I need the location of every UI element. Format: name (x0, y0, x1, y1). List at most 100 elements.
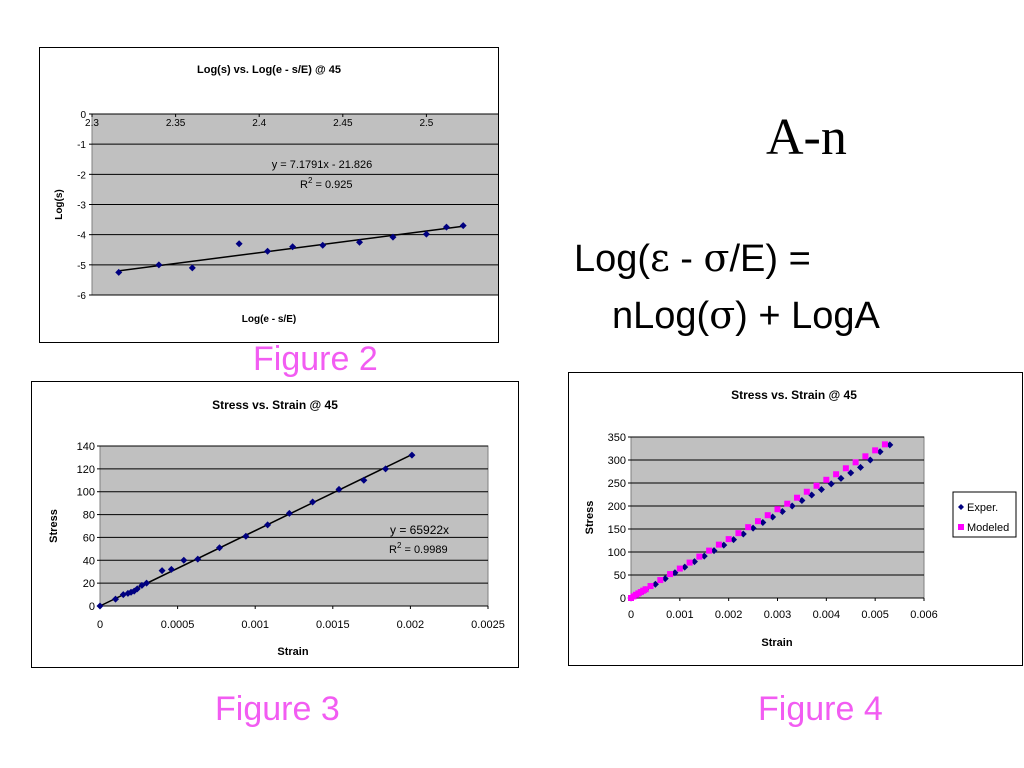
legend-exper-marker (958, 504, 964, 510)
modeled-data-point (803, 488, 810, 495)
exper-data-point (817, 485, 825, 493)
exper-data-point (749, 524, 757, 532)
x-tick-label: 0.004 (813, 609, 841, 621)
exper-data-point (886, 441, 894, 449)
y-tick-label: 0 (80, 110, 86, 121)
data-point (155, 261, 163, 269)
modeled-data-point (725, 536, 732, 543)
legend-modeled-marker (958, 524, 964, 530)
equation-line-1-prefix: Log( (574, 238, 651, 280)
y-tick-label: 140 (77, 441, 95, 453)
x-tick-label: 0 (97, 619, 103, 631)
trendline (99, 453, 413, 607)
modeled-data-point (823, 476, 830, 483)
x-axis-label: Strain (761, 637, 792, 649)
data-point (289, 243, 297, 251)
y-tick-label: -4 (77, 231, 86, 242)
y-tick-label: -2 (77, 170, 86, 181)
data-point (127, 588, 135, 596)
x-axis-label: Log(e - s/E) (242, 314, 296, 325)
y-tick-label: 250 (608, 478, 626, 490)
exper-data-point (857, 463, 865, 471)
modeled-data-point (657, 577, 664, 584)
data-point (408, 451, 416, 459)
data-point (242, 532, 250, 540)
trendline-equation: y = 7.1791x - 21.826 (272, 159, 373, 171)
x-tick-label: 0.002 (397, 619, 425, 631)
equation-line-1: Log(ε - σ/E) = (574, 236, 811, 281)
data-point (235, 240, 243, 248)
modeled-data-point (647, 583, 654, 590)
modeled-data-point (715, 541, 722, 548)
chart-figure-2-svg: 0-1-2-3-4-5-62.32.352.42.452.52.55Log(s)… (54, 64, 498, 325)
exper-data-point (690, 558, 698, 566)
data-point (335, 485, 343, 493)
data-point (264, 247, 272, 255)
modeled-data-point (676, 565, 683, 572)
data-point (180, 556, 188, 564)
data-point (422, 230, 430, 238)
y-axis-label: Stress (584, 501, 596, 535)
x-tick-label: 0.005 (861, 609, 889, 621)
exper-data-point (710, 547, 718, 555)
data-point (356, 238, 364, 246)
exper-data-point (827, 480, 835, 488)
data-point (264, 521, 272, 529)
y-tick-label: 80 (83, 510, 95, 522)
x-axis-label: Strain (277, 646, 308, 658)
data-point (309, 498, 317, 506)
y-tick-label: -6 (77, 291, 86, 302)
exper-data-point (730, 536, 738, 544)
chart-title: Log(s) vs. Log(e - s/E) @ 45 (197, 64, 341, 76)
chart-title: Stress vs. Strain @ 45 (212, 398, 338, 412)
exper-data-point (808, 491, 816, 499)
modeled-data-point (833, 471, 840, 478)
exper-data-point (700, 552, 708, 560)
equation-line-2-suffix: ) + LogA (735, 295, 880, 337)
exper-data-point (788, 502, 796, 510)
modeled-data-point (794, 494, 801, 501)
x-tick-label: 0.0005 (161, 619, 195, 631)
modeled-data-point (696, 553, 703, 560)
x-tick-label: 0.0025 (471, 619, 505, 631)
legend-modeled-label: Modeled (967, 522, 1009, 534)
y-tick-label: 20 (83, 578, 95, 590)
exper-data-point (759, 519, 767, 527)
data-point (285, 509, 293, 517)
y-tick-label: 100 (608, 547, 626, 559)
data-point (158, 567, 166, 575)
exper-data-point (681, 563, 689, 571)
x-tick-label: 0.001 (666, 609, 694, 621)
data-point (319, 241, 327, 249)
trendline-equation: y = 65922x (390, 523, 449, 537)
data-point (130, 587, 138, 595)
y-tick-label: 150 (608, 524, 626, 536)
data-point (112, 595, 120, 603)
data-point (459, 222, 467, 230)
y-tick-label: 100 (77, 487, 95, 499)
chart-figure-4: 0 50 100 150 200 250 300 350 0 0.001 0.002 0.003 0.0… (568, 372, 1023, 666)
modeled-data-point (852, 459, 859, 466)
x-tick-label: 2.35 (166, 118, 186, 129)
chart-figure-4-svg: 0 50 100 150 200 250 300 350 0 0.001 0.002 0.003 0.0… (584, 388, 1017, 649)
chart-figure-2: 0-1-2-3-4-5-62.32.352.42.452.52.55Log(s)… (39, 47, 499, 343)
x-tick-label: 0.006 (910, 609, 938, 621)
figure-4-caption: Figure 4 (758, 690, 883, 728)
y-axis-label: Log(s) (54, 189, 65, 220)
equation-line-2: nLog(σ) + LogA (612, 293, 880, 338)
x-tick-label: 0 (628, 609, 634, 621)
modeled-data-point (784, 500, 791, 507)
modeled-data-point (686, 559, 693, 566)
data-point (194, 555, 202, 563)
r-squared-label: R2 = 0.925 (300, 176, 352, 191)
r-squared-label: R2 = 0.9989 (389, 541, 448, 556)
x-tick-label: 0.0015 (316, 619, 350, 631)
exper-data-point (661, 575, 669, 583)
y-tick-label: 350 (608, 432, 626, 444)
chart-title: Stress vs. Strain @ 45 (731, 388, 857, 402)
exper-data-point (876, 448, 884, 456)
exper-data-point (798, 496, 806, 504)
equation-line-2-prefix: nLog( (612, 295, 710, 337)
data-point (96, 602, 104, 610)
exper-data-point (778, 508, 786, 516)
